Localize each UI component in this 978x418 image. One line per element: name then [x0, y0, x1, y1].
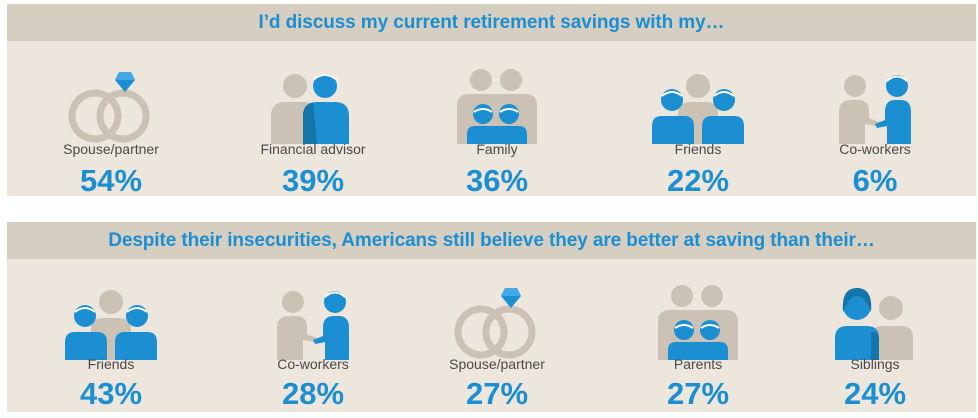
stat-spouse-partner: Spouse/partner 54% — [31, 46, 191, 198]
handshake-icon — [825, 66, 925, 146]
stat-label: Spouse/partner — [63, 141, 159, 157]
stat-siblings: Siblings 24% — [795, 260, 955, 411]
stat-friends: Friends 43% — [31, 260, 191, 411]
siblings-icon — [825, 282, 925, 362]
panel-title: I’d discuss my current retirement saving… — [258, 11, 725, 33]
stat-value: 24% — [843, 376, 907, 411]
stat-label: Friends — [674, 141, 722, 157]
stat-family: Family 36% — [417, 46, 577, 198]
stat-label: Financial advisor — [260, 141, 366, 157]
stat-value: 28% — [281, 376, 345, 411]
stat-co-workers: Co-workers 6% — [795, 46, 955, 198]
stat-friends: Friends 22% — [618, 46, 778, 198]
stat-label: Spouse/partner — [449, 356, 545, 372]
stat-label: Parents — [673, 356, 723, 372]
stat-value: 6% — [852, 163, 898, 198]
rings-icon — [447, 282, 547, 362]
stat-spouse-partner: Spouse/partner 27% — [417, 260, 577, 411]
better-at-saving-panel: Despite their insecurities, Americans st… — [7, 222, 976, 412]
stat-value: 27% — [666, 376, 730, 411]
rings-icon — [61, 66, 161, 146]
stat-value: 39% — [281, 163, 345, 198]
stat-value: 54% — [79, 163, 143, 198]
panel-title: Despite their insecurities, Americans st… — [108, 229, 875, 251]
friends-icon — [61, 282, 161, 362]
stat-label: Family — [476, 141, 518, 157]
stat-co-workers: Co-workers 28% — [233, 260, 393, 411]
handshake-icon — [263, 282, 363, 362]
advisor-icon — [263, 66, 363, 146]
stat-value: 43% — [79, 376, 143, 411]
stat-value: 22% — [666, 163, 730, 198]
stat-label: Siblings — [850, 356, 900, 372]
stat-financial-advisor: Financial advisor 39% — [233, 46, 393, 198]
stat-value: 27% — [465, 376, 529, 411]
panel-title-bar: Despite their insecurities, Americans st… — [7, 222, 976, 259]
discuss-savings-panel: I’d discuss my current retirement saving… — [7, 4, 976, 198]
family-icon — [648, 282, 748, 362]
stat-parents: Parents 27% — [618, 260, 778, 411]
panel-title-bar: I’d discuss my current retirement saving… — [7, 4, 976, 41]
family-icon — [447, 66, 547, 146]
stat-label: Co-workers — [277, 356, 349, 372]
stat-value: 36% — [465, 163, 529, 198]
friends-icon — [648, 66, 748, 146]
stat-label: Co-workers — [839, 141, 911, 157]
stat-label: Friends — [87, 356, 135, 372]
